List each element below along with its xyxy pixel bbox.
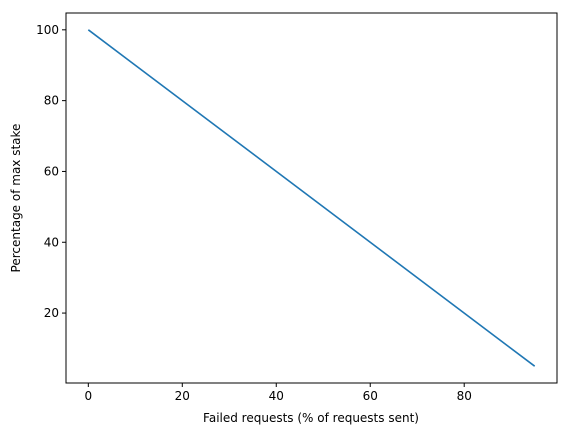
x-tick-label: 80	[457, 389, 472, 403]
x-axis-label: Failed requests (% of requests sent)	[203, 411, 419, 425]
y-tick-label: 100	[36, 23, 59, 37]
line-series	[87, 29, 536, 367]
y-tick-label: 20	[44, 306, 59, 320]
x-tick-label: 0	[84, 389, 92, 403]
y-tick-label: 40	[44, 235, 59, 249]
plot-frame	[65, 12, 558, 384]
y-tick-label: 60	[44, 164, 59, 178]
x-tick-label: 60	[363, 389, 378, 403]
y-tick-label: 80	[44, 94, 59, 108]
y-axis-label: Percentage of max stake	[9, 124, 23, 273]
x-tick-label: 20	[175, 389, 190, 403]
x-tick-label: 40	[269, 389, 284, 403]
